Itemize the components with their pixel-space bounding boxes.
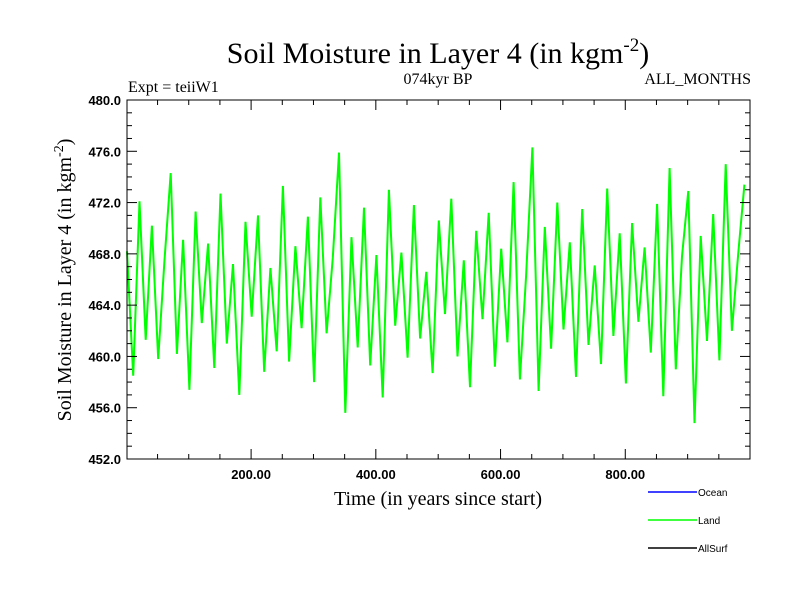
- y-tick-label: 472.0: [88, 196, 121, 211]
- legend: Ocean Land AllSurf: [648, 488, 728, 555]
- legend-label-ocean: Ocean: [698, 488, 727, 499]
- legend-label-land: Land: [698, 516, 720, 527]
- series-layer: [126, 147, 746, 424]
- y-tick-label: 464.0: [88, 298, 121, 313]
- y-tick-label: 456.0: [88, 401, 121, 416]
- x-tick-label: 600.00: [481, 467, 521, 482]
- legend-label-allsurf: AllSurf: [698, 544, 728, 555]
- x-tick-label: 400.00: [356, 467, 396, 482]
- chart-title: Soil Moisture in Layer 4 (in kgm-2): [227, 35, 649, 70]
- y-axis-label: Soil Moisture in Layer 4 (in kgm-2): [52, 139, 76, 422]
- y-tick-label: 468.0: [88, 247, 121, 262]
- x-tick-label: 200.00: [231, 467, 271, 482]
- y-tick-label: 460.0: [88, 349, 121, 364]
- x-axis-label: Time (in years since start): [334, 488, 542, 510]
- x-tick-label: 800.00: [605, 467, 645, 482]
- y-tick-label: 480.0: [88, 93, 121, 108]
- axes-layer: 200.00 400.00 600.00 800.00 452.0 456.0 460.0 4…: [88, 93, 751, 482]
- series-line-land: [126, 147, 746, 424]
- period-label: 074kyr BP: [404, 71, 473, 88]
- plot-frame: [126, 99, 751, 460]
- months-label: ALL_MONTHS: [644, 71, 751, 88]
- y-tick-label: 452.0: [88, 452, 121, 467]
- y-tick-label: 476.0: [88, 144, 121, 159]
- experiment-label: Expt = teiiW1: [128, 79, 219, 96]
